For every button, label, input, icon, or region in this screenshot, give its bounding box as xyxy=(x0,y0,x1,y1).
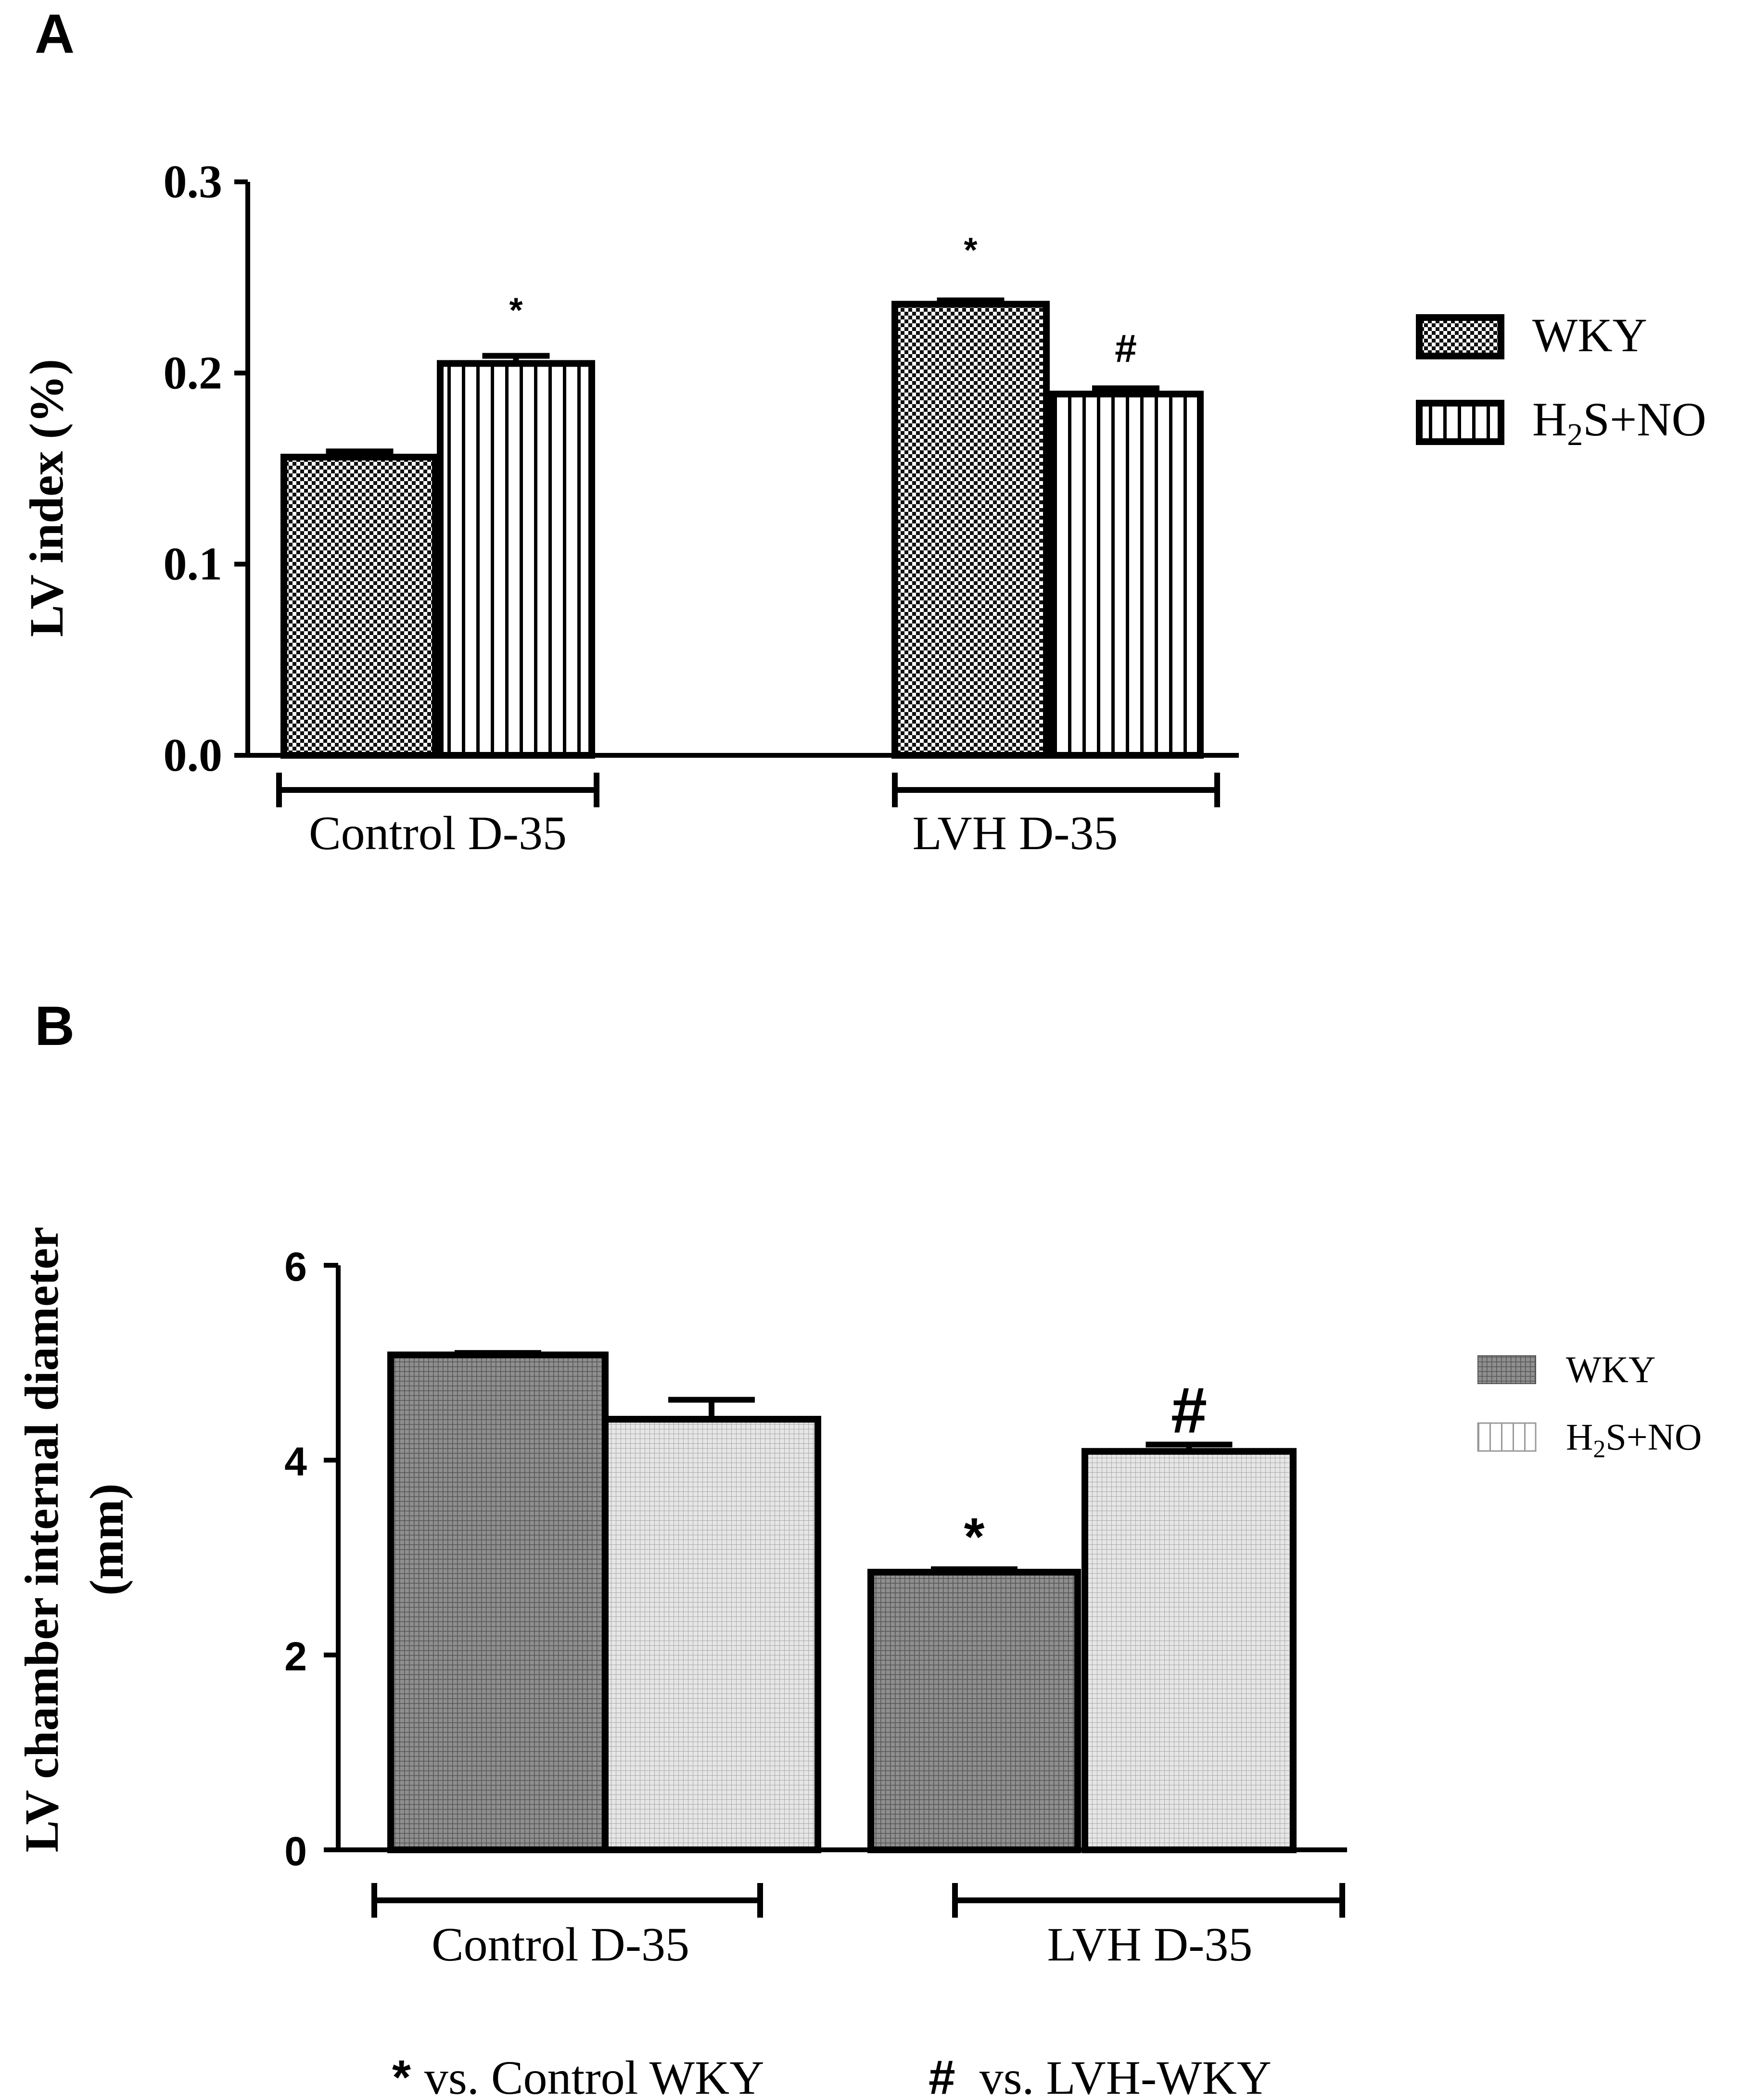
group-label: Control D-35 xyxy=(309,806,567,860)
y-tick-label: 0.2 xyxy=(164,347,223,399)
y-tick-label: 2 xyxy=(284,1634,307,1679)
panel-b-legend: WKY H2S+NO xyxy=(1477,1349,1702,1463)
bar-h2s-no-lvh xyxy=(1082,1448,1297,1853)
significance-star: * xyxy=(964,231,977,269)
legend-swatch-h2s-no xyxy=(1416,400,1504,445)
significance-hash: # xyxy=(1115,327,1137,370)
footnote: * vs. Control WKY # vs. LVH-WKY xyxy=(392,2050,1272,2100)
footnote-star-text: * vs. Control WKY xyxy=(392,2050,764,2100)
bar-wky-control xyxy=(280,454,439,759)
legend-label-wky-b: WKY xyxy=(1566,1349,1655,1390)
y-tick-label: 0.0 xyxy=(164,729,223,781)
legend-swatch-wky-b xyxy=(1477,1355,1536,1384)
bar-h2s-no-control xyxy=(602,1415,821,1853)
panel-a-error-bars xyxy=(326,297,1159,458)
bar-wky-control xyxy=(387,1351,609,1853)
bar-h2s-no-control xyxy=(437,360,595,759)
bar-wky-lvh xyxy=(891,301,1050,759)
panel-a-bars xyxy=(280,301,1204,759)
significance-star: * xyxy=(509,292,522,330)
legend-label-h2s-no-b: H2S+NO xyxy=(1566,1416,1702,1463)
bar-wky-lvh xyxy=(867,1568,1081,1853)
panel-b-label: B xyxy=(35,995,75,1057)
y-tick-label: 0.3 xyxy=(164,156,223,208)
panel-b-y-axis-label: LV chamber internal diameter (mm) xyxy=(15,1227,133,1853)
y-tick-label: 0 xyxy=(284,1829,307,1874)
panel-a-legend: WKY H2S+NO xyxy=(1416,308,1706,452)
group-label: LVH D-35 xyxy=(1047,1918,1253,1971)
significance-hash: # xyxy=(1171,1374,1207,1447)
panel-a-annotations: * * # xyxy=(509,231,1136,370)
y-tick-label: 0.1 xyxy=(164,538,223,590)
panel-a-y-axis-label: LV index (%) xyxy=(20,359,73,637)
group-label: Control D-35 xyxy=(432,1918,689,1971)
panel-b-error-bars xyxy=(455,1350,1233,1572)
panel-b-y-axis-label-line2: (mm) xyxy=(80,1483,133,1595)
panel-b-annotations: *# xyxy=(964,1374,1207,1566)
bar-h2s-no-lvh xyxy=(1048,391,1204,759)
legend-label-h2s-no: H2S+NO xyxy=(1532,393,1706,452)
footnote-hash-text: # vs. LVH-WKY xyxy=(929,2050,1272,2100)
legend-swatch-h2s-no-b xyxy=(1477,1422,1537,1452)
y-tick-label: 4 xyxy=(284,1439,307,1484)
panel-b-bars xyxy=(387,1351,1297,1853)
legend-swatch-wky xyxy=(1416,314,1504,359)
group-label: LVH D-35 xyxy=(913,806,1118,860)
panel-a-group-brackets: Control D-35 LVH D-35 xyxy=(276,773,1220,860)
panel-a: A 0.00.10.20.3 **# Control D-35 LVH D-35 … xyxy=(20,3,1706,860)
panel-b-y-axis-label-line1: LV chamber internal diameter xyxy=(15,1227,68,1853)
legend-label-wky: WKY xyxy=(1532,308,1647,362)
significance-star: * xyxy=(964,1507,985,1566)
y-tick-label: 6 xyxy=(284,1244,307,1289)
panel-a-label: A xyxy=(35,3,75,65)
panel-b-group-brackets: Control D-35 LVH D-35 xyxy=(371,1883,1345,1971)
